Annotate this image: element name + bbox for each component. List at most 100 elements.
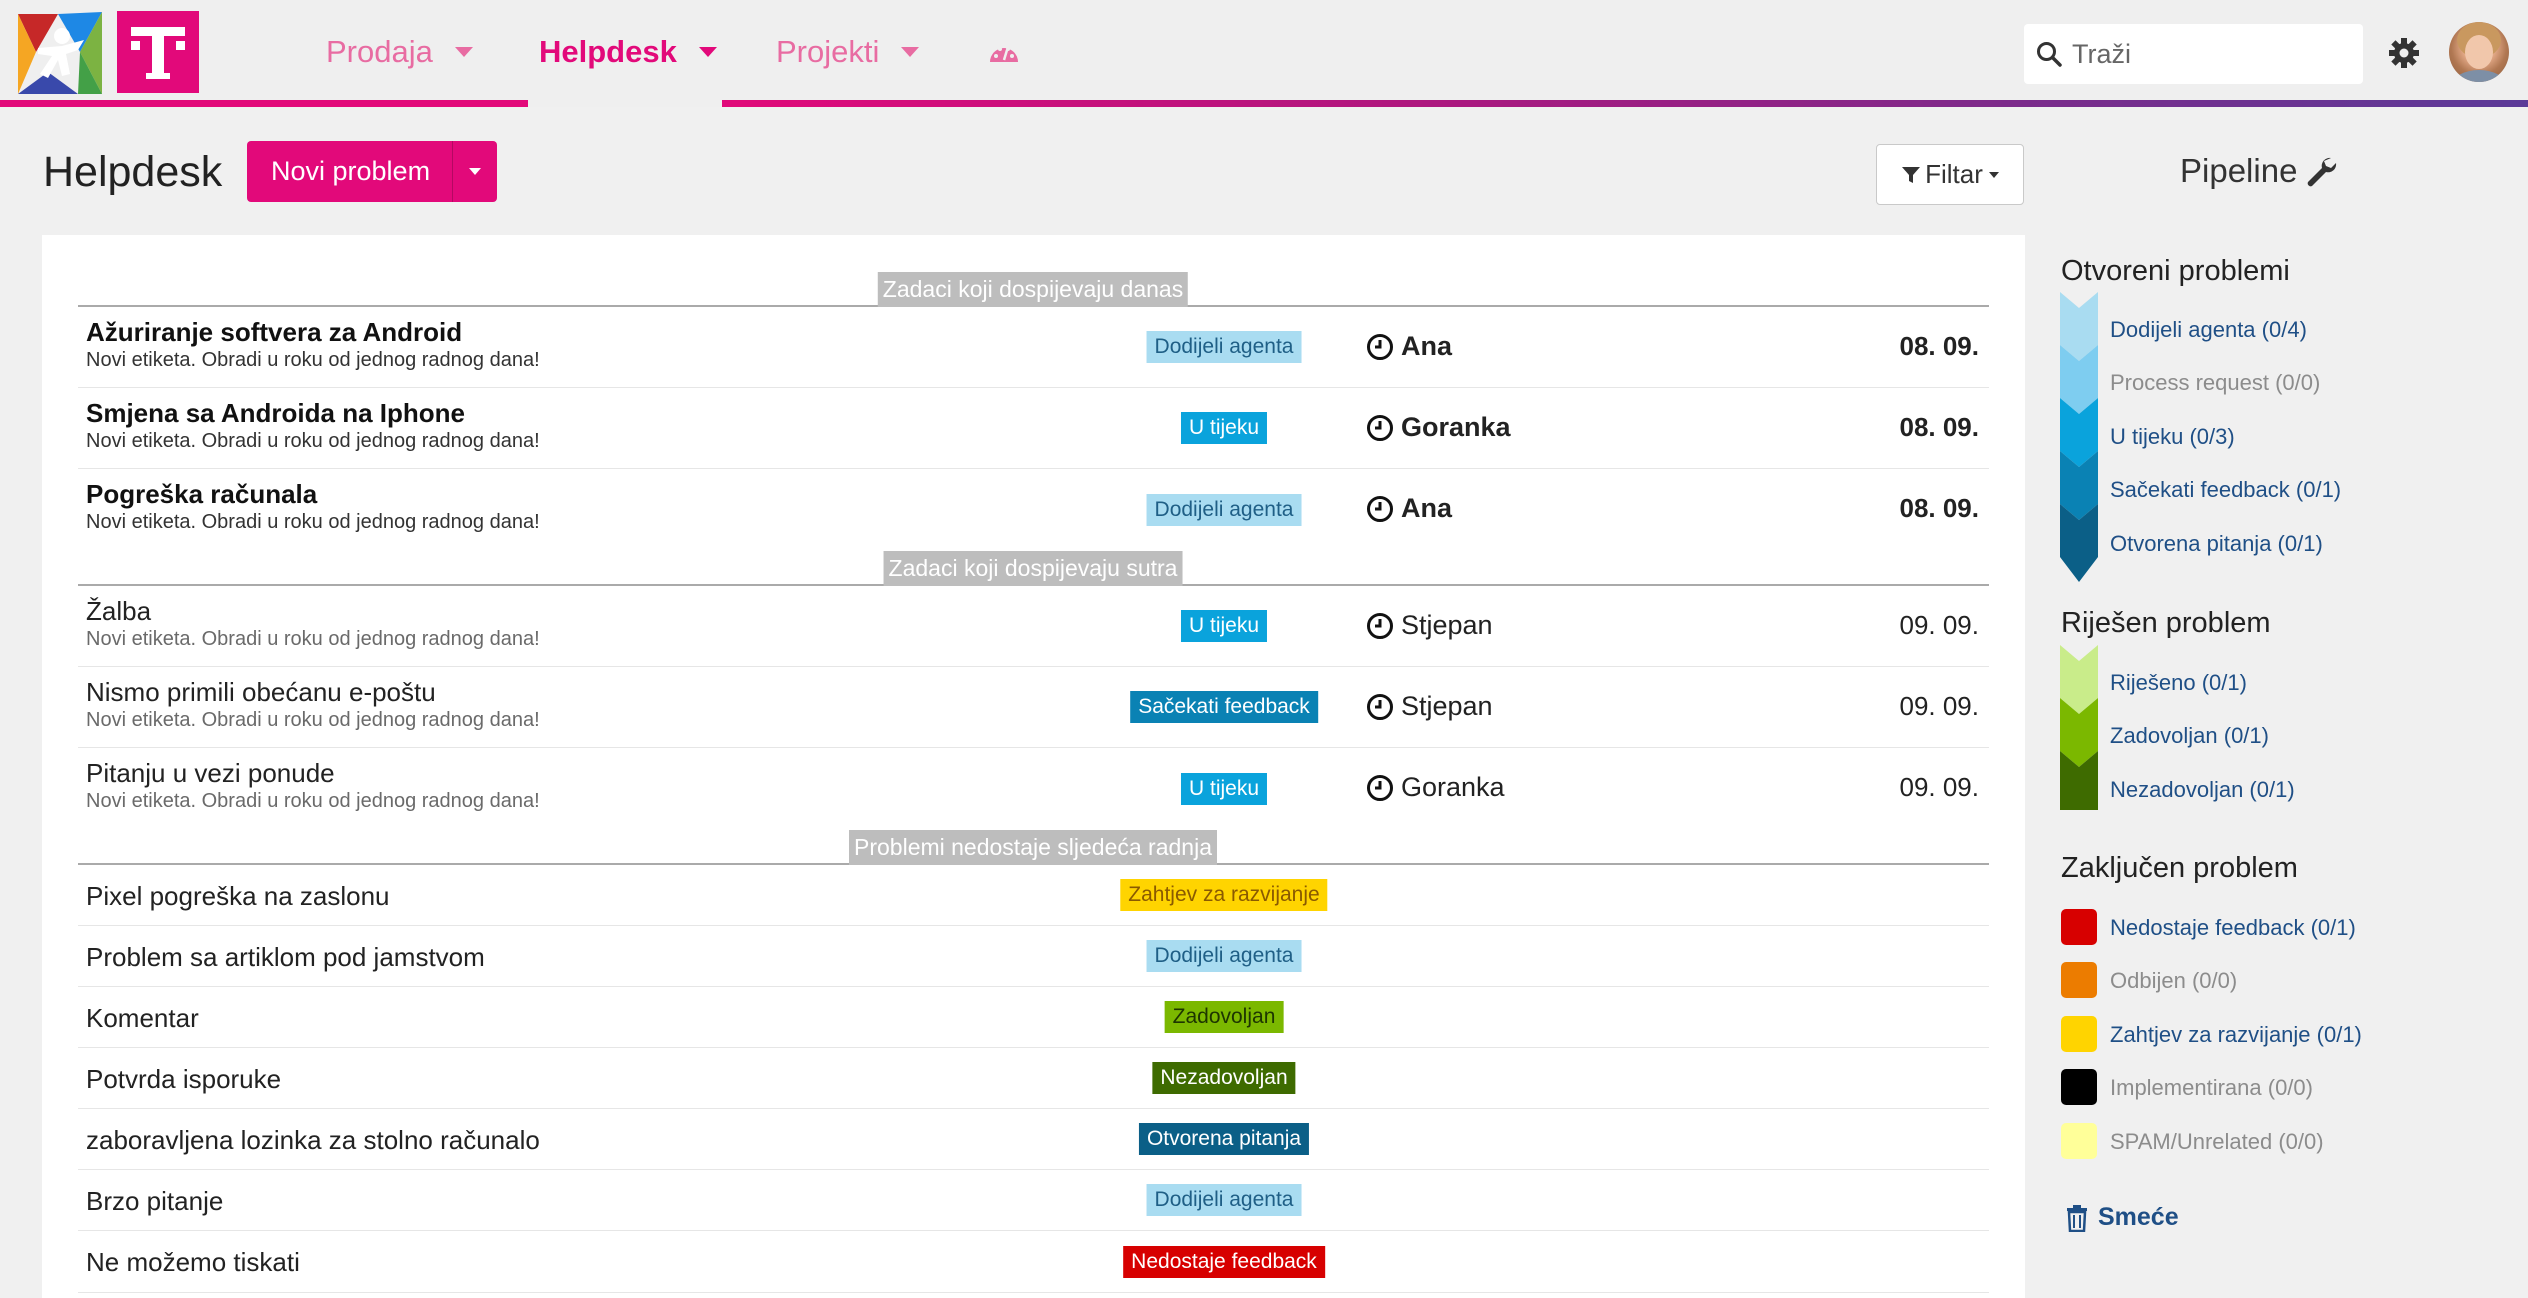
table-row[interactable]: Brzo pitanje Dodijeli agenta [78, 1170, 1989, 1231]
pipeline-item-implementirana[interactable]: Implementirana (0/0) [2110, 1075, 2313, 1100]
new-problem-label[interactable]: Novi problem [247, 141, 454, 202]
ticket-title[interactable]: Pitanju u vezi ponude [86, 758, 335, 788]
nav-helpdesk[interactable]: Helpdesk [539, 28, 717, 76]
table-row[interactable]: Pitanju u vezi ponude Novi etiketa. Obra… [78, 748, 1989, 829]
status-badge: Zadovoljan [1164, 1001, 1284, 1033]
ticket-title[interactable]: Žalba [86, 596, 152, 626]
table-row[interactable]: Pixel pogreška na zaslonu Zahtjev za raz… [78, 865, 1989, 926]
pipeline-resolved-chevrons [2060, 645, 2098, 810]
due-date: 08. 09. [1899, 331, 1979, 361]
status-color-swatch [2061, 1123, 2097, 1159]
caret-down-icon [1988, 171, 1999, 178]
search-input[interactable] [2072, 38, 2342, 70]
clock-icon [1367, 612, 1393, 639]
ticket-subtitle: Novi etiketa. Obradi u roku od jednog ra… [86, 709, 540, 731]
pipeline-open-chevrons [2060, 292, 2098, 582]
ticket-list-panel [42, 235, 2025, 1298]
status-badge: Nedostaje feedback [1123, 1245, 1325, 1278]
pipeline-group-open: Otvoreni problemi [2061, 255, 2290, 287]
ticket-subtitle: Novi etiketa. Obradi u roku od jednog ra… [86, 511, 540, 533]
pipeline-item-odbijen[interactable]: Odbijen (0/0) [2110, 968, 2238, 993]
pipeline-item-nedostaje-feedback[interactable]: Nedostaje feedback (0/1) [2110, 915, 2356, 940]
section-due-tomorrow: Zadaci koji dospijevaju sutra [78, 548, 1989, 586]
status-badge: U tijeku [1180, 412, 1268, 444]
pipeline-item-rijeseno[interactable]: Riješeno (0/1) [2110, 670, 2247, 695]
status-badge: Sačekati feedback [1130, 691, 1318, 723]
ticket-title[interactable]: Brzo pitanje [86, 1186, 224, 1216]
section-due-today: Zadaci koji dospijevaju danas [78, 270, 1989, 307]
table-row[interactable]: Ne možemo tiskati Nedostaje feedback [78, 1231, 1989, 1293]
assigned-agent: Stjepan [1366, 691, 1493, 722]
table-row[interactable]: Komentar Zadovoljan [78, 987, 1989, 1048]
pipeline-item-spam-unrelated[interactable]: SPAM/Unrelated (0/0) [2110, 1129, 2324, 1154]
status-badge: Dodijeli agenta [1146, 331, 1302, 363]
ticket-title[interactable]: Ne možemo tiskati [86, 1247, 300, 1277]
ticket-title[interactable]: Nismo primili obećanu e-poštu [86, 677, 436, 707]
status-badge: U tijeku [1180, 772, 1268, 805]
pipeline-item-process-request[interactable]: Process request (0/0) [2110, 370, 2321, 395]
table-row[interactable]: Problem sa artiklom pod jamstvom Dodijel… [78, 926, 1989, 987]
ticket-title[interactable]: Smjena sa Androida na Iphone [86, 398, 465, 428]
gear-icon[interactable] [2387, 36, 2421, 70]
agent-name: Goranka [1401, 772, 1505, 802]
table-row[interactable]: Pogreška računala Novi etiketa. Obradi u… [78, 469, 1989, 550]
pipeline-item-zahtjev-za-razvijanje[interactable]: Zahtjev za razvijanje (0/1) [2110, 1022, 2362, 1047]
table-row[interactable]: Žalba Novi etiketa. Obradi u roku od jed… [78, 586, 1989, 667]
chevron-down-icon [698, 47, 717, 57]
ticket-subtitle: Novi etiketa. Obradi u roku od jednog ra… [86, 349, 540, 371]
app-logo-icon[interactable] [18, 12, 102, 94]
dashboard-gauge-icon[interactable] [988, 38, 1020, 66]
status-color-swatch [2061, 1069, 2097, 1105]
table-row[interactable]: Nismo primili obećanu e-poštu Novi etike… [78, 667, 1989, 748]
pipeline-group-resolved: Riješen problem [2061, 607, 2271, 639]
trash-link[interactable]: Smeće [2066, 1203, 2179, 1232]
ticket-title[interactable]: Komentar [86, 1003, 199, 1033]
assigned-agent: Ana [1366, 331, 1452, 362]
new-problem-button[interactable]: Novi problem [247, 141, 498, 202]
nav-prodaja[interactable]: Prodaja [326, 28, 473, 76]
assigned-agent: Ana [1366, 493, 1452, 524]
assigned-agent: Goranka [1366, 772, 1505, 803]
pipeline-title[interactable]: Pipeline [2180, 152, 2337, 190]
funnel-icon [1902, 166, 1921, 183]
nav-projekti-label: Projekti [776, 34, 880, 69]
search-icon [2037, 42, 2062, 67]
pipeline-item-u-tijeku[interactable]: U tijeku (0/3) [2110, 424, 2235, 449]
telekom-logo-icon[interactable] [117, 11, 199, 93]
status-badge: Dodijeli agenta [1146, 940, 1302, 972]
status-badge: Zahtjev za razvijanje [1120, 879, 1328, 911]
assigned-agent: Goranka [1366, 412, 1511, 443]
ticket-title[interactable]: Potvrda isporuke [86, 1064, 282, 1094]
filter-button[interactable]: Filtar [1876, 144, 2024, 205]
due-date: 09. 09. [1899, 772, 1979, 802]
ticket-title[interactable]: Ažuriranje softvera za Android [86, 317, 463, 347]
pipeline-item-nezadovoljan[interactable]: Nezadovoljan (0/1) [2110, 777, 2295, 802]
new-problem-dropdown-toggle[interactable] [453, 141, 497, 202]
pipeline-item-dodijeli-agenta[interactable]: Dodijeli agenta (0/4) [2110, 317, 2307, 342]
table-row[interactable]: Smjena sa Androida na Iphone Novi etiket… [78, 388, 1989, 469]
ticket-title[interactable]: Pogreška računala [86, 479, 318, 509]
clock-icon [1367, 333, 1393, 360]
section-label: Zadaci koji dospijevaju sutra [883, 551, 1183, 586]
trash-icon [2067, 1204, 2087, 1232]
due-date: 08. 09. [1899, 493, 1979, 523]
active-tab-indicator [528, 100, 722, 107]
agent-name: Stjepan [1401, 691, 1493, 721]
nav-projekti[interactable]: Projekti [776, 28, 920, 76]
table-row[interactable]: Ažuriranje softvera za Android Novi etik… [78, 307, 1989, 388]
table-row[interactable]: zaboravljena lozinka za stolno računalo … [78, 1109, 1989, 1170]
chevron-down-icon [454, 47, 473, 57]
caret-down-icon [469, 168, 482, 175]
assigned-agent: Stjepan [1366, 610, 1493, 641]
avatar[interactable] [2449, 22, 2509, 82]
ticket-title[interactable]: Problem sa artiklom pod jamstvom [86, 942, 485, 972]
ticket-title[interactable]: zaboravljena lozinka za stolno računalo [86, 1125, 540, 1155]
pipeline-item-zadovoljan[interactable]: Zadovoljan (0/1) [2110, 723, 2269, 748]
search-box[interactable] [2024, 24, 2363, 84]
table-row[interactable]: Potvrda isporuke Nezadovoljan [78, 1048, 1989, 1109]
pipeline-item-otvorena-pitanja[interactable]: Otvorena pitanja (0/1) [2110, 531, 2323, 556]
ticket-title[interactable]: Pixel pogreška na zaslonu [86, 881, 390, 911]
pipeline-item-sacekati-feedback[interactable]: Sačekati feedback (0/1) [2110, 477, 2342, 502]
wrench-icon[interactable] [2305, 155, 2337, 187]
status-badge: Dodijeli agenta [1146, 1184, 1302, 1216]
